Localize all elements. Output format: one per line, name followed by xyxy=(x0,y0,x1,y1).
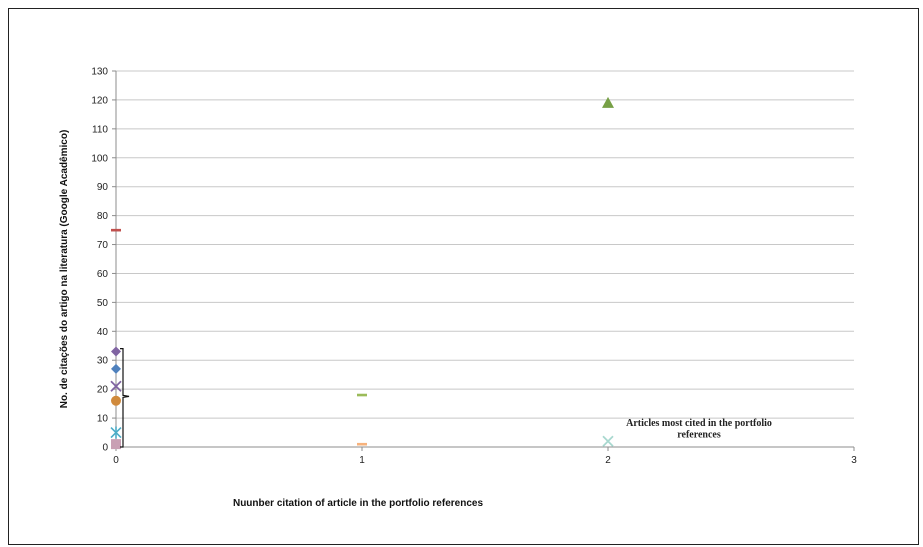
gridlines xyxy=(116,70,854,419)
data-point-diamond xyxy=(111,346,121,357)
annotation-line-2: references xyxy=(677,429,721,440)
x-tick-label-3: 3 xyxy=(851,455,857,466)
y-tick-label-60: 60 xyxy=(97,269,109,280)
data-point-dash xyxy=(111,228,121,232)
data-point-x xyxy=(602,435,614,447)
data-point-dash xyxy=(357,442,367,446)
y-tick-label-70: 70 xyxy=(97,240,109,251)
y-tick-label-120: 120 xyxy=(91,95,108,106)
y-tick-labels: 0 10 20 30 40 50 60 70 80 90 100 110 120 130 xyxy=(91,67,108,454)
grouping-brace xyxy=(120,348,130,448)
y-tick-label-90: 90 xyxy=(97,182,109,193)
chart-frame xyxy=(8,8,919,545)
y-axis-label: No. de citações do artigo na literatura … xyxy=(59,130,70,409)
y-tick-label-20: 20 xyxy=(97,385,109,396)
x-tick-labels: 0 1 2 3 xyxy=(113,455,857,466)
y-tick-label-30: 30 xyxy=(97,356,109,367)
x-tick-label-2: 2 xyxy=(605,455,611,466)
data-point-x xyxy=(110,380,122,392)
data-point-diamond xyxy=(111,363,121,374)
x-tick-label-0: 0 xyxy=(113,455,119,466)
data-points xyxy=(110,96,614,450)
y-tick-label-110: 110 xyxy=(92,124,108,135)
axes xyxy=(112,70,855,451)
data-point-triangle xyxy=(602,96,614,108)
y-tick-label-80: 80 xyxy=(97,211,109,222)
x-tick-label-1: 1 xyxy=(359,455,365,466)
y-tick-label-10: 10 xyxy=(97,414,109,425)
x-axis-label: Nuunber citation of article in the portf… xyxy=(233,498,483,509)
data-point-star xyxy=(110,426,122,439)
data-point-circle xyxy=(111,395,121,406)
annotation-line-1: Articles most cited in the portfolio xyxy=(626,418,772,429)
y-tick-label-130: 130 xyxy=(91,67,108,78)
y-tick-label-40: 40 xyxy=(97,327,109,338)
y-tick-label-0: 0 xyxy=(102,443,108,454)
y-tick-label-100: 100 xyxy=(91,153,108,164)
y-tick-label-50: 50 xyxy=(97,298,109,309)
data-point-square xyxy=(111,439,121,450)
data-point-dash xyxy=(357,393,367,397)
